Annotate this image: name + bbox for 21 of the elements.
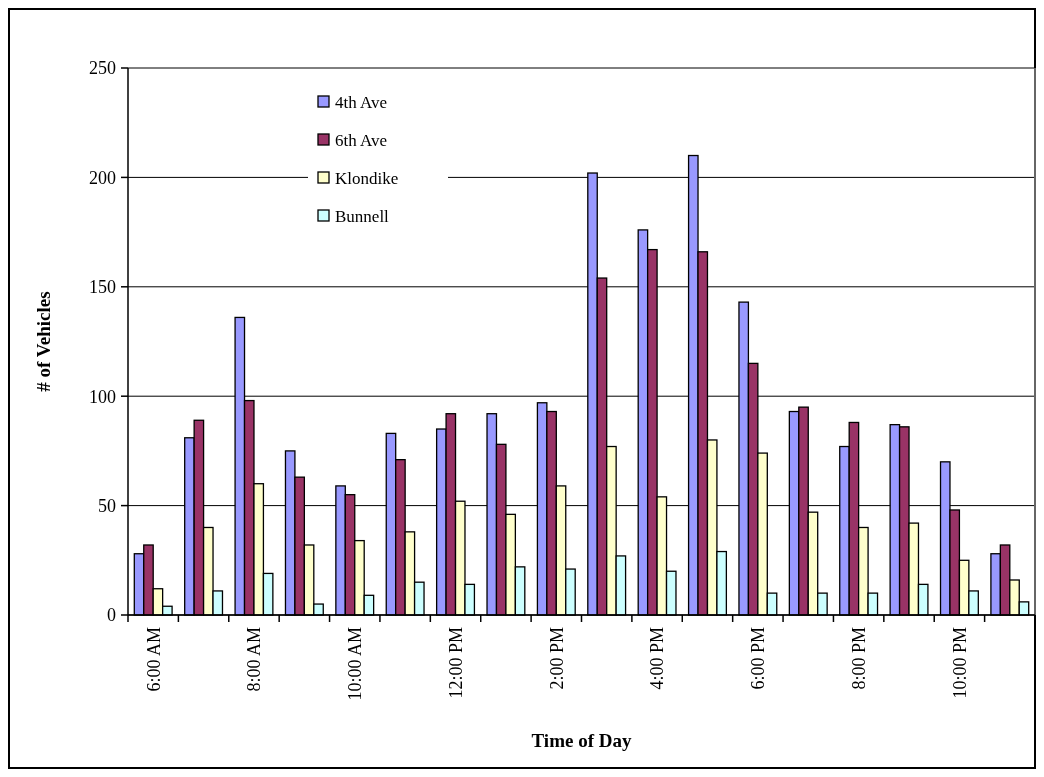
- y-tick-label: 150: [89, 277, 116, 298]
- x-tick-label: 12:00 PM: [445, 627, 466, 699]
- x-tick-label: 8:00 PM: [848, 627, 869, 690]
- x-tick-label: 10:00 PM: [949, 627, 970, 699]
- legend-label: Bunnell: [335, 206, 390, 226]
- x-tick-label: 10:00 AM: [345, 627, 366, 701]
- y-tick-label: 50: [98, 495, 116, 516]
- y-tick-label: 250: [89, 58, 116, 79]
- x-tick-label: 2:00 PM: [546, 627, 567, 690]
- x-tick-label: 8:00 AM: [244, 627, 265, 692]
- y-tick-label: 0: [107, 605, 116, 626]
- y-tick-label: 200: [89, 167, 116, 188]
- y-tick-label: 100: [89, 386, 116, 407]
- x-tick-label: 6:00 PM: [748, 627, 769, 690]
- x-axis-title: Time of Day: [531, 730, 632, 751]
- legend-label: 4th Ave: [335, 92, 388, 112]
- y-axis-title: # of Vehicles: [33, 291, 54, 392]
- x-tick-label: 4:00 PM: [647, 627, 668, 690]
- legend-label: Klondike: [335, 168, 399, 188]
- legend-label: 6th Ave: [335, 130, 388, 150]
- x-tick-label: 6:00 AM: [143, 627, 164, 692]
